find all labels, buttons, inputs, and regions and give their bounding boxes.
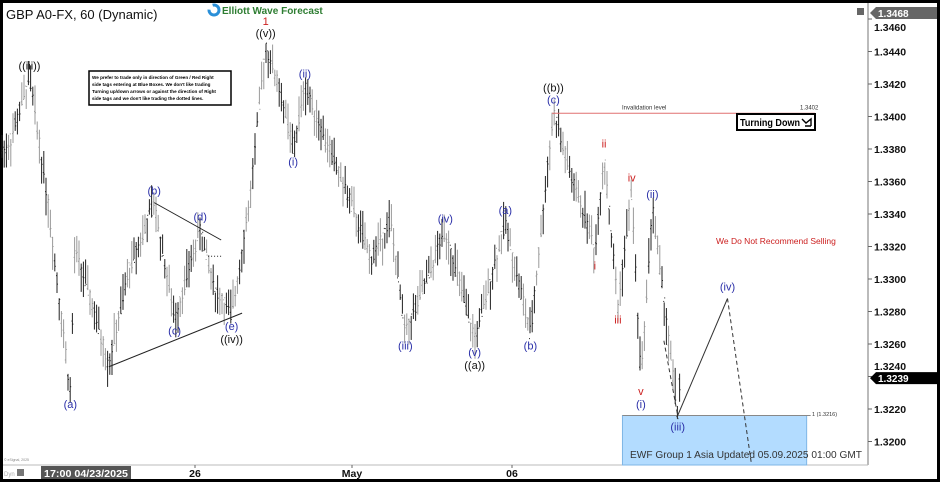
trading-note: We prefer to trade only in direction of … bbox=[88, 70, 232, 106]
note-line: side tags and we don't like trading the … bbox=[92, 96, 203, 101]
turning-down-label: Turning Down bbox=[740, 118, 800, 129]
fib-level-label: 1 (1.3216) bbox=[812, 412, 837, 418]
time-ticks: 26 May 06 bbox=[189, 465, 518, 480]
last-price-tag: 1.3239 bbox=[870, 372, 937, 385]
cursor-time-label: 17:00 04/23/2025 bbox=[41, 466, 131, 480]
wave-label: 1 bbox=[263, 16, 269, 28]
arrow-down-right-icon bbox=[801, 117, 812, 127]
ohlc-bars bbox=[1, 42, 681, 420]
trendline bbox=[108, 312, 243, 368]
wave-label: ((a)) bbox=[464, 360, 485, 372]
dyn-toggle-icon[interactable] bbox=[17, 469, 24, 476]
wave-label: (a) bbox=[64, 399, 77, 411]
invalidation-label: Invalidation level bbox=[622, 105, 666, 111]
wave-label: iii bbox=[614, 314, 621, 326]
wave-label: (v) bbox=[468, 347, 481, 359]
wave-label: (i) bbox=[636, 399, 646, 411]
price-axis[interactable] bbox=[868, 3, 937, 465]
svg-text:1.3468: 1.3468 bbox=[878, 9, 909, 20]
note-line: We prefer to trade only in direction of … bbox=[92, 75, 214, 80]
wave-label: (ii) bbox=[646, 189, 658, 201]
price-tick-label: 1.3420 bbox=[874, 79, 906, 91]
dyn-label: Dyn bbox=[4, 472, 15, 478]
wave-label: (i) bbox=[288, 157, 298, 169]
brand-name: Elliott Wave Forecast bbox=[222, 6, 323, 17]
blue-box bbox=[621, 415, 808, 466]
wave-labels: ((iii)) (a) (b) (c) (d) (e)((iv)) ((v))1 (i) (ii… bbox=[18, 16, 735, 434]
price-tick-label: 1.3200 bbox=[874, 437, 906, 449]
price-tick-label: 1.3280 bbox=[874, 307, 906, 319]
price-tick-label: 1.3240 bbox=[874, 361, 906, 373]
wave-label: ((b)) bbox=[543, 83, 564, 95]
time-tick-label: 26 bbox=[189, 468, 201, 480]
price-tick-label: 1.3460 bbox=[874, 22, 906, 34]
wave-label: i bbox=[594, 261, 596, 273]
wave-label: (d) bbox=[194, 212, 207, 224]
trendline bbox=[153, 202, 222, 241]
wave-label: (iv) bbox=[720, 282, 735, 294]
wave-label: (e) bbox=[225, 321, 238, 333]
brand-logo: Elliott Wave Forecast bbox=[207, 3, 323, 17]
wave-label: (c) bbox=[168, 326, 181, 338]
wave-label: ((iv)) bbox=[220, 334, 243, 346]
svg-text:1.3239: 1.3239 bbox=[878, 374, 909, 385]
wave-label: ((v)) bbox=[256, 28, 276, 40]
trendlines bbox=[108, 202, 752, 463]
price-tick-label: 1.3440 bbox=[874, 47, 906, 59]
projection-dashed-line bbox=[663, 340, 679, 416]
copyright: © eSignal, 2025 bbox=[4, 458, 29, 462]
wave-label: (b) bbox=[147, 186, 160, 198]
scale-settings-icon[interactable] bbox=[857, 8, 864, 15]
blue-box-zone bbox=[621, 415, 811, 466]
wave-label: iv bbox=[628, 173, 636, 185]
symbol-title: GBP A0-FX, 60 (Dynamic) bbox=[6, 7, 157, 22]
wave-label: (b) bbox=[524, 340, 537, 352]
wave-label: ii bbox=[602, 139, 607, 151]
high-price-tag: 1.3468 bbox=[870, 7, 937, 20]
wave-label: v bbox=[638, 386, 644, 398]
wave-label: (ii) bbox=[299, 69, 311, 81]
brand-logo-icon bbox=[207, 3, 221, 17]
wave-label: (iv) bbox=[438, 213, 453, 225]
price-tick-label: 1.3380 bbox=[874, 144, 906, 156]
time-tick-label: May bbox=[342, 468, 363, 480]
wave-label: (c) bbox=[547, 95, 560, 107]
svg-text:17:00 04/23/2025: 17:00 04/23/2025 bbox=[44, 468, 128, 480]
price-tick-label: 1.3360 bbox=[874, 177, 906, 189]
time-axis[interactable] bbox=[3, 465, 937, 479]
price-tick-label: 1.3260 bbox=[874, 339, 906, 351]
update-stamp: EWF Group 1 Asia Updated 05.09.2025 01:0… bbox=[630, 450, 862, 461]
time-tick-label: 06 bbox=[506, 468, 518, 480]
wave-label: (iii) bbox=[398, 340, 413, 352]
price-tick-label: 1.3300 bbox=[874, 274, 906, 286]
price-tick-label: 1.3220 bbox=[874, 404, 906, 416]
price-tick-label: 1.3400 bbox=[874, 112, 906, 124]
price-ticks: 1.3200 1.3220 1.3240 1.3260 1.3280 1.3300 1.33… bbox=[868, 18, 906, 449]
wave-label: (iii) bbox=[670, 422, 685, 434]
note-line: Turning up/down arrows or against the di… bbox=[92, 89, 216, 94]
note-line: side tags entering at Blue Boxes. We don… bbox=[92, 82, 211, 87]
projection-solid-line bbox=[677, 298, 728, 416]
price-tick-label: 1.3340 bbox=[874, 209, 906, 221]
wave-label: (a) bbox=[499, 205, 512, 217]
price-tick-label: 1.3320 bbox=[874, 242, 906, 254]
invalidation-value: 1.3402 bbox=[800, 105, 819, 111]
wave-label: ((iii)) bbox=[18, 61, 40, 73]
recommend-note: We Do Not Recommend Selling bbox=[716, 236, 836, 246]
turning-down-tag: Turning Down bbox=[736, 113, 816, 131]
